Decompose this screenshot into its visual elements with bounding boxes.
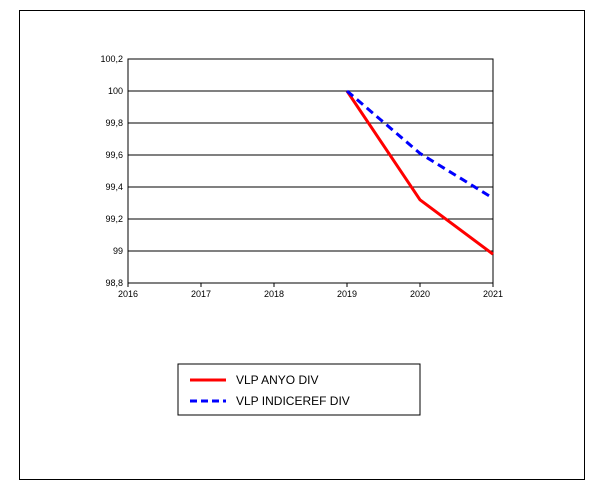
x-tick-label: 2020 (410, 289, 430, 299)
series-lines (345, 89, 494, 256)
series-line-0 (345, 90, 494, 256)
x-tick-label: 2017 (191, 289, 211, 299)
y-tick-label: 99 (113, 246, 123, 256)
plot-area (127, 58, 494, 284)
legend-label-0: VLP ANYO DIV (236, 373, 318, 387)
y-tick-label: 98,8 (105, 278, 123, 288)
y-tick-label: 99,8 (105, 118, 123, 128)
chart-frame: 100,2 100 99,8 99,6 99,4 99,2 99 98,8 2016 2017 2… (19, 10, 585, 480)
series-line-1 (346, 89, 494, 200)
legend-box (177, 363, 421, 416)
x-tick-label: 2019 (337, 289, 357, 299)
x-tick-label: 2018 (264, 289, 284, 299)
y-tick-label: 99,6 (105, 150, 123, 160)
y-tick-label: 99,4 (105, 182, 123, 192)
y-tick-label: 100 (108, 86, 123, 96)
x-tick-label: 2021 (483, 289, 503, 299)
x-tick-label: 2016 (118, 289, 138, 299)
legend-label-1: VLP INDICEREF DIV (236, 394, 350, 408)
x-axis-ticks: 2016 2017 2018 2019 2020 2021 (118, 283, 503, 299)
y-tick-label: 99,2 (105, 214, 123, 224)
y-axis-ticks: 100,2 100 99,8 99,6 99,4 99,2 99 98,8 (100, 54, 123, 288)
legend: VLP ANYO DIV VLP INDICEREF DIV (177, 363, 421, 416)
grid-lines (128, 90, 493, 252)
y-tick-label: 100,2 (100, 54, 123, 64)
